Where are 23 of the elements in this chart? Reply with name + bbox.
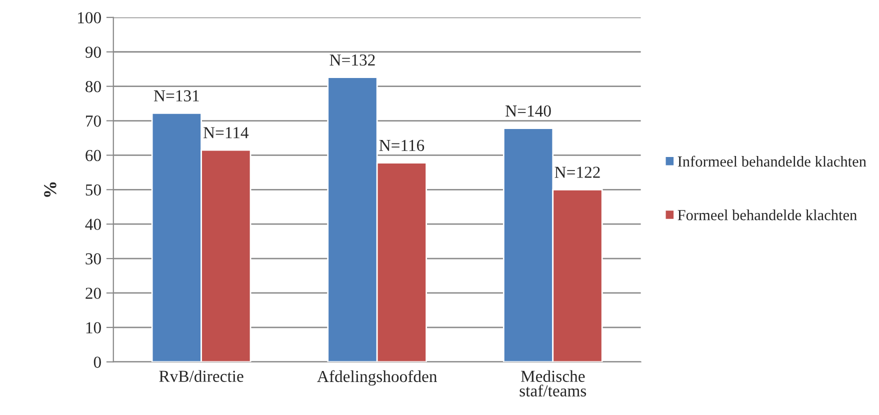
x-tick-label: RvB/directie	[159, 370, 244, 382]
annotation: N=122	[554, 166, 600, 178]
y-axis-title: %	[44, 182, 56, 197]
annotation: N=116	[379, 140, 424, 152]
annotation: N=132	[330, 54, 375, 66]
annotation: N=114	[203, 127, 249, 138]
y-tick-label: 50	[86, 184, 101, 196]
y-tick-label: 70	[86, 115, 101, 127]
y-tick-label: 90	[85, 46, 101, 58]
x-tick-label: Medische staf/teams	[520, 370, 586, 396]
annotation: N=131	[154, 90, 199, 102]
y-tick-label: 40	[85, 218, 101, 230]
legend-label: Formeel behandelde klachten	[678, 210, 857, 220]
annotation: N=140	[506, 105, 551, 117]
y-tick-label: 30	[86, 253, 101, 264]
y-tick-label: 100	[78, 12, 101, 24]
y-tick-label: 80	[86, 81, 101, 92]
y-tick-label: 10	[86, 322, 101, 334]
y-tick-label: 0	[94, 356, 101, 368]
x-tick-label: Afdelingshoofden	[317, 370, 438, 386]
y-tick-label: 60	[86, 150, 101, 162]
y-tick-label: 20	[86, 288, 101, 299]
legend-label: Informeel behandelde klachten	[678, 156, 866, 167]
